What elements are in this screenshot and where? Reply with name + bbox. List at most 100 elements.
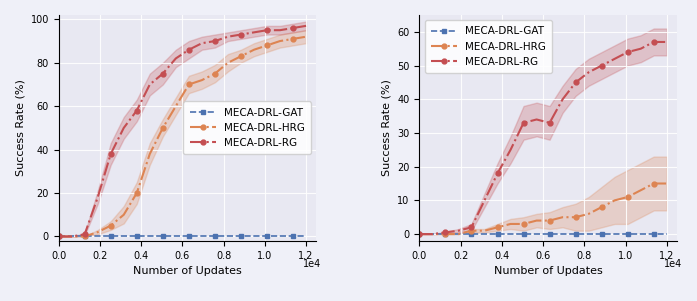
- MECA-DRL-GAT: [120, 235, 128, 238]
- Text: 1e4: 1e4: [303, 259, 321, 269]
- MECA-DRL-GAT: [428, 232, 436, 236]
- MECA-DRL-GAT: [506, 232, 514, 236]
- MECA-DRL-GAT: [93, 235, 102, 238]
- MECA-DRL-HRG: [533, 219, 541, 222]
- MECA-DRL-GAT: [250, 235, 258, 238]
- Text: 1e4: 1e4: [664, 259, 682, 269]
- MECA-DRL-RG: [263, 28, 271, 32]
- MECA-DRL-GAT: [276, 235, 284, 238]
- MECA-DRL-HRG: [250, 48, 258, 51]
- MECA-DRL-HRG: [441, 232, 450, 236]
- MECA-DRL-GAT: [237, 235, 245, 238]
- MECA-DRL-RG: [533, 118, 541, 121]
- MECA-DRL-HRG: [171, 104, 180, 108]
- MECA-DRL-RG: [624, 50, 632, 54]
- MECA-DRL-GAT: [585, 232, 593, 236]
- MECA-DRL-RG: [198, 42, 206, 45]
- MECA-DRL-RG: [120, 126, 128, 130]
- MECA-DRL-HRG: [276, 39, 284, 43]
- MECA-DRL-GAT: [611, 232, 619, 236]
- MECA-DRL-GAT: [624, 232, 632, 236]
- MECA-DRL-GAT: [224, 235, 232, 238]
- MECA-DRL-RG: [558, 98, 567, 101]
- MECA-DRL-HRG: [650, 182, 658, 185]
- MECA-DRL-HRG: [493, 225, 502, 229]
- Line: MECA-DRL-RG: MECA-DRL-RG: [417, 39, 669, 237]
- X-axis label: Number of Updates: Number of Updates: [133, 266, 242, 276]
- MECA-DRL-HRG: [224, 61, 232, 65]
- MECA-DRL-HRG: [454, 232, 463, 236]
- MECA-DRL-RG: [519, 121, 528, 125]
- MECA-DRL-GAT: [68, 235, 76, 238]
- MECA-DRL-RG: [81, 232, 89, 236]
- MECA-DRL-GAT: [493, 232, 502, 236]
- MECA-DRL-GAT: [107, 235, 115, 238]
- MECA-DRL-RG: [276, 28, 284, 32]
- Legend: MECA-DRL-GAT, MECA-DRL-HRG, MECA-DRL-RG: MECA-DRL-GAT, MECA-DRL-HRG, MECA-DRL-RG: [183, 101, 311, 154]
- MECA-DRL-HRG: [636, 188, 645, 192]
- MECA-DRL-HRG: [198, 78, 206, 82]
- MECA-DRL-GAT: [263, 235, 271, 238]
- Y-axis label: Success Rate (%): Success Rate (%): [382, 79, 392, 176]
- MECA-DRL-RG: [93, 196, 102, 199]
- MECA-DRL-GAT: [198, 235, 206, 238]
- MECA-DRL-HRG: [107, 224, 115, 228]
- MECA-DRL-GAT: [533, 232, 541, 236]
- MECA-DRL-GAT: [132, 235, 141, 238]
- MECA-DRL-HRG: [663, 182, 671, 185]
- MECA-DRL-HRG: [506, 222, 514, 226]
- MECA-DRL-RG: [132, 109, 141, 112]
- MECA-DRL-RG: [210, 39, 219, 43]
- MECA-DRL-HRG: [428, 232, 436, 236]
- MECA-DRL-HRG: [558, 216, 567, 219]
- MECA-DRL-GAT: [210, 235, 219, 238]
- Line: MECA-DRL-RG: MECA-DRL-RG: [56, 23, 309, 239]
- MECA-DRL-RG: [237, 33, 245, 36]
- MECA-DRL-GAT: [185, 235, 193, 238]
- MECA-DRL-RG: [454, 229, 463, 232]
- MECA-DRL-HRG: [210, 72, 219, 76]
- MECA-DRL-RG: [185, 48, 193, 51]
- Legend: MECA-DRL-GAT, MECA-DRL-HRG, MECA-DRL-RG: MECA-DRL-GAT, MECA-DRL-HRG, MECA-DRL-RG: [424, 20, 552, 73]
- MECA-DRL-RG: [441, 231, 450, 234]
- MECA-DRL-RG: [650, 40, 658, 44]
- MECA-DRL-RG: [611, 57, 619, 61]
- MECA-DRL-RG: [506, 148, 514, 152]
- MECA-DRL-GAT: [81, 235, 89, 238]
- MECA-DRL-RG: [428, 232, 436, 236]
- MECA-DRL-HRG: [159, 126, 167, 130]
- MECA-DRL-HRG: [415, 232, 424, 236]
- MECA-DRL-RG: [68, 235, 76, 238]
- MECA-DRL-GAT: [467, 232, 475, 236]
- MECA-DRL-HRG: [546, 219, 554, 222]
- MECA-DRL-RG: [289, 26, 297, 30]
- MECA-DRL-HRG: [624, 195, 632, 199]
- MECA-DRL-GAT: [146, 235, 154, 238]
- MECA-DRL-RG: [159, 72, 167, 76]
- MECA-DRL-RG: [302, 24, 310, 28]
- MECA-DRL-HRG: [132, 191, 141, 195]
- MECA-DRL-RG: [146, 83, 154, 86]
- MECA-DRL-HRG: [81, 235, 89, 238]
- MECA-DRL-RG: [107, 152, 115, 156]
- MECA-DRL-RG: [585, 70, 593, 74]
- Line: MECA-DRL-GAT: MECA-DRL-GAT: [417, 232, 669, 237]
- Line: MECA-DRL-HRG: MECA-DRL-HRG: [56, 34, 309, 239]
- MECA-DRL-GAT: [441, 232, 450, 236]
- MECA-DRL-GAT: [454, 232, 463, 236]
- MECA-DRL-HRG: [519, 222, 528, 226]
- MECA-DRL-HRG: [120, 213, 128, 216]
- MECA-DRL-GAT: [650, 232, 658, 236]
- MECA-DRL-GAT: [302, 235, 310, 238]
- MECA-DRL-GAT: [159, 235, 167, 238]
- MECA-DRL-GAT: [415, 232, 424, 236]
- MECA-DRL-RG: [250, 31, 258, 34]
- MECA-DRL-HRG: [585, 212, 593, 216]
- MECA-DRL-GAT: [519, 232, 528, 236]
- MECA-DRL-HRG: [68, 235, 76, 238]
- MECA-DRL-HRG: [572, 216, 580, 219]
- Line: MECA-DRL-HRG: MECA-DRL-HRG: [417, 181, 669, 237]
- MECA-DRL-RG: [572, 81, 580, 84]
- MECA-DRL-GAT: [54, 235, 63, 238]
- MECA-DRL-GAT: [636, 232, 645, 236]
